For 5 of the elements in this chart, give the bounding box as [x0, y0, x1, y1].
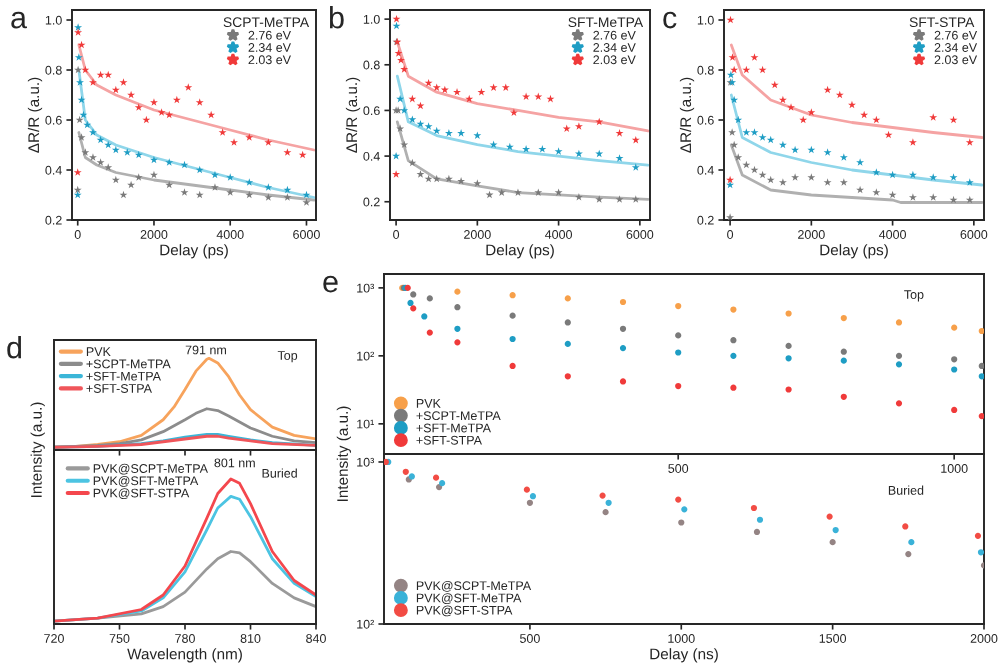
chart-title: d	[7, 336, 22, 359]
chart-title: c	[663, 11, 677, 29]
chart-title: a	[11, 11, 27, 29]
chart-title: b	[329, 6, 344, 29]
chart-title: e	[323, 275, 338, 293]
